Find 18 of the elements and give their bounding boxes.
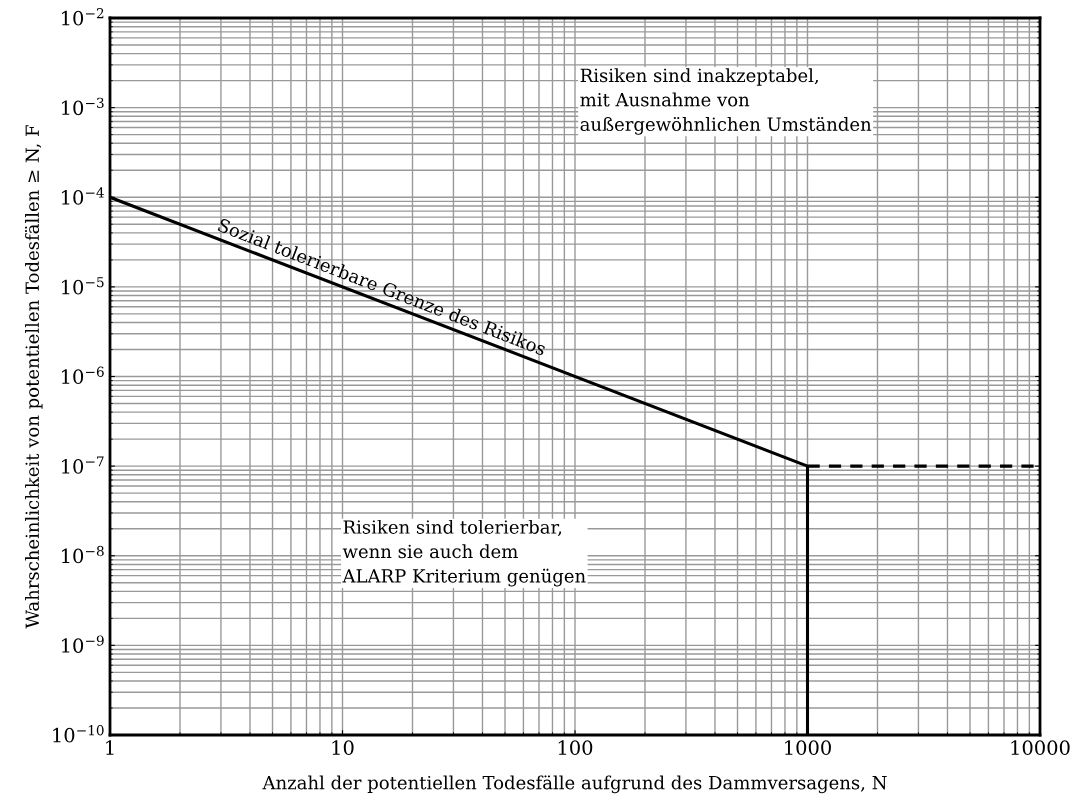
x-tick-label: 1 [106,740,114,755]
y-tick-label: 10$^{−10}$ [53,725,104,743]
y-tick-label: 10$^{−5}$ [62,277,104,295]
y-tick-label: 10$^{−6}$ [62,366,104,385]
y-tick-label: 10$^{−3}$ [62,97,104,116]
x-tick-label: 100 [558,740,593,755]
y-tick-label: 10$^{−7}$ [62,456,104,474]
y-tick-label: 10$^{−9}$ [62,635,104,653]
y-tick-label: 10$^{−4}$ [62,187,104,205]
y-tick-label: 10$^{−8}$ [62,545,104,564]
annotation: Risiken sind inakzeptabel, mit Ausnahme von außergewöhnlichen Umständen [580,68,872,135]
x-axis-title: Anzahl der potentiellen Todesfälle aufgrund des Dammversagens, N [262,775,887,794]
annotation: Risiken sind tolerierbar, wenn sie auch dem ALARP Kriterium genügen [342,519,586,587]
x-tick-label: 10000 [1011,740,1070,755]
y-axis-title: Wahrscheinlichkeit von potentiellen Todesfällen ≥ N, F [24,125,43,629]
x-tick-label: 10 [332,740,354,755]
y-tick-label: 10$^{−2}$ [62,8,104,26]
x-tick-label: 1000 [785,740,831,755]
